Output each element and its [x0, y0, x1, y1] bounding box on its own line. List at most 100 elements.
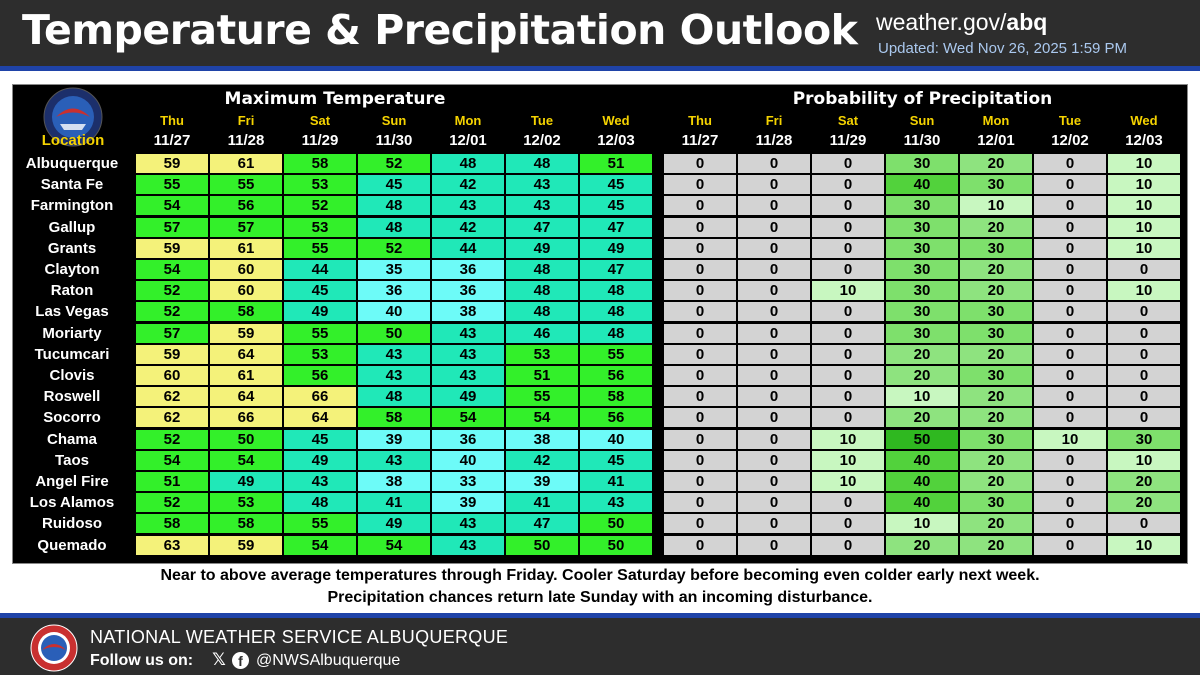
pop-cell: 10: [1107, 534, 1181, 556]
facebook-icon[interactable]: f: [232, 652, 249, 669]
temp-cell: 46: [505, 322, 579, 344]
pop-cell: 0: [663, 301, 737, 323]
temp-cell: 52: [357, 237, 431, 259]
pop-cell: 0: [737, 428, 811, 450]
pop-cell: 10: [1107, 174, 1181, 196]
temp-cell: 64: [209, 386, 283, 408]
location-name: Clovis: [49, 367, 95, 384]
temp-cell: 43: [431, 365, 505, 386]
temp-cell: 48: [357, 386, 431, 408]
caption-line-1: Near to above average temperatures throu…: [160, 567, 1040, 584]
pop-cell: 20: [959, 259, 1033, 280]
temp-cell: 55: [283, 322, 357, 344]
pop-section-title: Probability of Precipitation: [792, 89, 1053, 109]
pop-cell: 10: [811, 449, 885, 471]
temp-cell: 42: [431, 174, 505, 196]
pop-cell: 0: [1107, 513, 1181, 535]
pop-date-header: 11/29: [829, 132, 867, 149]
temp-cell: 43: [357, 365, 431, 386]
temp-cell: 55: [283, 237, 357, 259]
pop-cell: 0: [1107, 301, 1181, 323]
pop-cell: 0: [811, 301, 885, 323]
pop-cell: 20: [885, 343, 959, 365]
pop-cell: 20: [959, 386, 1033, 408]
pop-cell: 30: [885, 153, 959, 174]
temp-date-header: 12/03: [597, 132, 635, 149]
pop-cell: 0: [811, 534, 885, 556]
x-twitter-icon[interactable]: 𝕏: [212, 650, 226, 670]
temp-cell: 48: [579, 301, 653, 323]
pop-cell: 30: [959, 301, 1033, 323]
pop-cell: 20: [959, 280, 1033, 302]
pop-cell: 10: [1107, 449, 1181, 471]
temp-cell: 51: [135, 471, 209, 492]
temp-cell: 59: [135, 343, 209, 365]
pop-cell: 10: [1107, 280, 1181, 302]
temp-cell: 64: [209, 343, 283, 365]
pop-cell: 0: [737, 280, 811, 302]
pop-cell: 0: [663, 534, 737, 556]
pop-cell: 0: [1033, 407, 1107, 429]
temp-cell: 56: [209, 195, 283, 217]
pop-cell: 0: [1033, 174, 1107, 196]
temp-cell: 49: [431, 386, 505, 408]
location-name: Angel Fire: [35, 473, 109, 490]
pop-cell: 0: [663, 386, 737, 408]
temp-cell: 54: [135, 259, 209, 280]
social-handle[interactable]: @NWSAlbuquerque: [256, 652, 401, 669]
temp-cell: 50: [505, 534, 579, 556]
pop-day-header: Sat: [837, 113, 859, 128]
location-name: Raton: [50, 282, 94, 300]
pop-cell: 0: [1107, 259, 1181, 280]
temp-cell: 55: [135, 174, 209, 196]
temp-cell: 54: [135, 195, 209, 217]
pop-cell: 0: [1033, 153, 1107, 174]
website-link[interactable]: weather.gov/abq: [876, 9, 1047, 36]
pop-date-header: 12/02: [1051, 132, 1089, 149]
pop-cell: 40: [885, 492, 959, 514]
pop-cell: 20: [959, 153, 1033, 174]
temp-cell: 51: [505, 365, 579, 386]
temp-day-header: Mon: [454, 113, 482, 128]
location-name: Clayton: [44, 261, 100, 278]
temp-cell: 49: [283, 301, 357, 323]
pop-cell: 20: [885, 365, 959, 386]
pop-cell: 30: [885, 301, 959, 323]
pop-cell: 30: [885, 322, 959, 344]
temp-cell: 50: [357, 322, 431, 344]
pop-cell: 0: [663, 513, 737, 535]
temp-cell: 47: [505, 513, 579, 535]
location-name: Socorro: [43, 409, 101, 427]
pop-cell: 0: [811, 153, 885, 174]
temp-cell: 63: [135, 534, 209, 556]
temp-cell: 59: [135, 237, 209, 259]
pop-cell: 30: [959, 237, 1033, 259]
pop-date-header: 11/27: [681, 132, 719, 149]
pop-cell: 0: [663, 471, 737, 492]
pop-cell: 0: [1033, 237, 1107, 259]
pop-cell: 0: [1033, 195, 1107, 217]
pop-day-header: Mon: [982, 113, 1010, 128]
temp-cell: 49: [505, 237, 579, 259]
temp-cell: 59: [209, 322, 283, 344]
pop-cell: 0: [1033, 322, 1107, 344]
temp-date-header: 11/29: [301, 132, 339, 149]
temp-cell: 59: [209, 534, 283, 556]
location-name: Taos: [55, 451, 89, 469]
temp-cell: 53: [505, 343, 579, 365]
pop-cell: 40: [885, 449, 959, 471]
pop-cell: 0: [737, 407, 811, 429]
pop-cell: 30: [885, 195, 959, 217]
temp-cell: 52: [135, 492, 209, 514]
temp-cell: 41: [579, 471, 653, 492]
location-name: Quemado: [37, 536, 107, 554]
temp-cell: 43: [283, 471, 357, 492]
pop-cell: 0: [663, 365, 737, 386]
temp-cell: 38: [357, 471, 431, 492]
temp-day-header: Wed: [602, 113, 630, 128]
pop-cell: 0: [737, 216, 811, 238]
pop-cell: 50: [885, 428, 959, 450]
temp-cell: 53: [283, 174, 357, 196]
temp-cell: 35: [357, 259, 431, 280]
temp-cell: 58: [357, 407, 431, 429]
